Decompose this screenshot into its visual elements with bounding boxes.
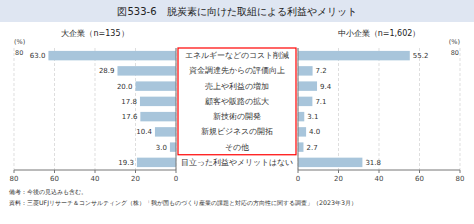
bars — [48, 51, 176, 167]
axis-end-label: 80 — [15, 49, 23, 57]
data-label: 7.1 — [315, 98, 326, 106]
data-label: 7.2 — [316, 67, 327, 75]
axis-end-label: 80 — [451, 49, 459, 57]
chart: 図533-6 脱炭素に向けた取組による利益やメリット 63.0 28.920.0 17… — [0, 0, 474, 224]
axis-line — [176, 48, 177, 170]
data-label: 19.3 — [118, 159, 134, 167]
tick-label: 0 — [174, 175, 178, 183]
tick — [176, 170, 177, 173]
data-label: 3.0 — [156, 144, 167, 152]
bar — [137, 158, 176, 167]
grid-line — [419, 48, 420, 170]
bar — [298, 51, 410, 60]
data-label: 9.4 — [320, 83, 332, 91]
category-labels: エネルギーなどのコスト削減資金調達先からの評価向上売上や利益の増加顧客や販路の拡… — [181, 51, 293, 167]
bar — [170, 142, 176, 151]
tick-label: 80 — [10, 175, 19, 183]
tick — [338, 170, 339, 173]
bar — [298, 142, 303, 151]
category-label: 新技術の開発 — [213, 112, 261, 121]
bar — [155, 127, 176, 136]
bar — [298, 127, 306, 136]
data-label: 2.7 — [306, 144, 317, 152]
grid-line — [95, 48, 96, 170]
tick — [54, 170, 55, 173]
data-label: 3.1 — [307, 113, 318, 121]
tick-label: 0 — [296, 175, 300, 183]
data-label: 63.0 — [30, 52, 46, 60]
tick — [379, 170, 380, 173]
axis-unit: (%) — [449, 38, 460, 46]
title-bar — [0, 0, 474, 22]
bar — [298, 81, 317, 90]
panel: 55.2 7.2 9.4 7.1 3.1 4.0 2.7 31.8 0 20 40 60 80 (%) 80… — [296, 29, 465, 183]
data-label: 4.0 — [309, 128, 320, 136]
grid-line — [54, 48, 55, 170]
tick-label: 80 — [456, 175, 465, 183]
panel: 63.0 28.920.0 17.8 17.6 10.4 3.0 19.3 0 20 40 60 80… — [10, 29, 179, 183]
tick — [298, 170, 299, 173]
axis-unit: (%) — [14, 38, 25, 46]
tick — [135, 170, 136, 173]
tick — [14, 170, 15, 173]
tick-label: 20 — [334, 175, 343, 183]
bar — [117, 66, 176, 75]
tick-label: 40 — [91, 175, 100, 183]
data-label: 20.0 — [117, 83, 133, 91]
data-label: 17.6 — [122, 113, 138, 121]
bar — [298, 97, 312, 106]
data-label: 31.8 — [365, 159, 381, 167]
bar — [298, 158, 362, 167]
bars — [298, 51, 410, 167]
grid-line — [14, 48, 15, 170]
grid-line — [379, 48, 380, 170]
bar — [298, 112, 304, 121]
highlight-box — [178, 48, 296, 155]
tick — [460, 170, 461, 173]
section-header: 中小企業（n=1,602） — [338, 29, 421, 38]
grid-line — [460, 48, 461, 170]
category-label: 顧客や販路の拡大 — [205, 97, 269, 106]
section-header: 大企業（n=135） — [61, 29, 128, 38]
grid-line — [176, 48, 177, 170]
tick-label: 60 — [415, 175, 424, 183]
tick — [419, 170, 420, 173]
footnote: 備考：今後の見込みも含む。 — [9, 188, 87, 195]
tick-label: 20 — [131, 175, 140, 183]
tick — [95, 170, 96, 173]
tick-label: 40 — [375, 175, 384, 183]
tick-label: 60 — [50, 175, 59, 183]
grid-line — [298, 48, 299, 170]
bar — [48, 51, 176, 60]
axis-line — [298, 48, 299, 170]
category-label: その他 — [225, 143, 249, 152]
bar — [298, 66, 313, 75]
category-label: 新規ビジネスの開拓 — [201, 127, 273, 136]
grid-line — [338, 48, 339, 170]
category-label: 売上や利益の増加 — [205, 82, 269, 91]
data-label: 55.2 — [413, 52, 429, 60]
footnote: 資料：三菱UFJリサーチ＆コンサルティング（株）「我が国ものづくり産業の課題と対… — [9, 199, 357, 207]
data-label: 28.9 — [99, 67, 115, 75]
title: 図533-6 脱炭素に向けた取組による利益やメリット — [117, 6, 356, 17]
data-label: 17.8 — [121, 98, 137, 106]
bar — [140, 112, 176, 121]
data-label: 10.4 — [136, 128, 152, 136]
category-label: 目立った利益やメリットはない — [181, 158, 293, 167]
bar — [136, 81, 177, 90]
bar — [140, 97, 176, 106]
category-label: エネルギーなどのコスト削減 — [185, 51, 289, 60]
category-label: 資金調達先からの評価向上 — [189, 66, 285, 75]
